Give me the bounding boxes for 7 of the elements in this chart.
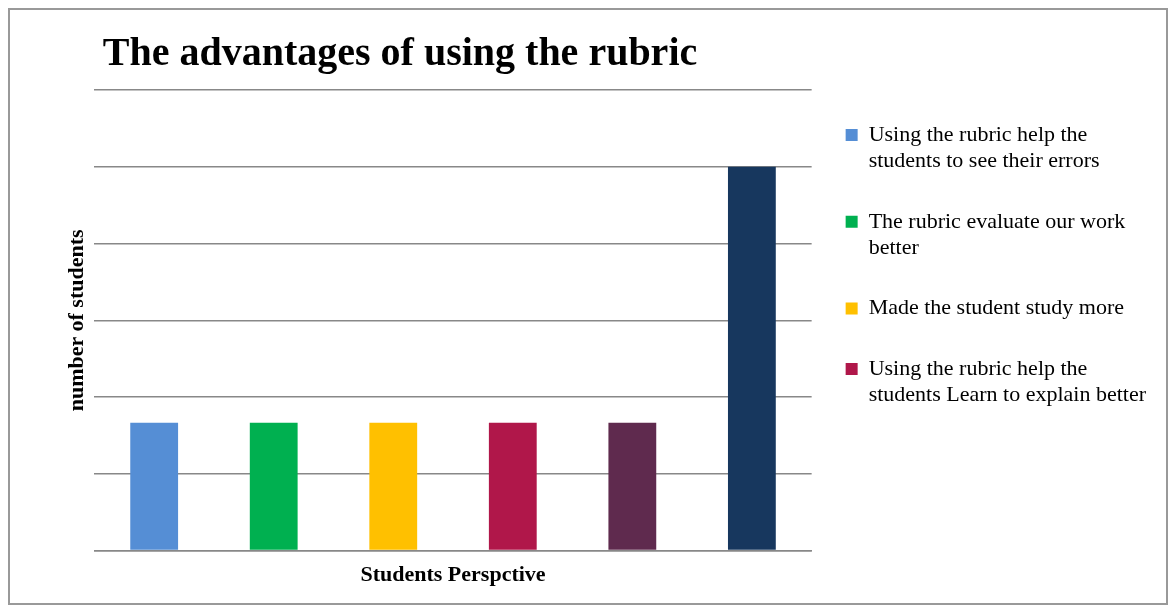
legend-label: Using the rubric help the students Learn to explain better xyxy=(868,354,1147,407)
y-axis-title: number of students xyxy=(62,229,88,412)
legend-label: The rubric evaluate our work better xyxy=(868,207,1126,259)
chart-title: The advantages of using the rubric xyxy=(101,28,699,76)
x-axis-title: Students Perspctive xyxy=(360,561,546,587)
legend-label: Using the rubric help the students to see their errors xyxy=(868,120,1100,173)
legend-label: Made the student study more xyxy=(868,294,1125,320)
